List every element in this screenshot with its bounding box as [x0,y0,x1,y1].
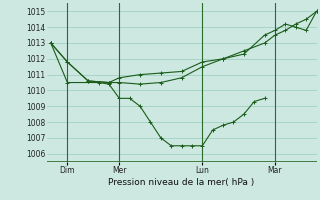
X-axis label: Pression niveau de la mer( hPa ): Pression niveau de la mer( hPa ) [108,178,255,187]
